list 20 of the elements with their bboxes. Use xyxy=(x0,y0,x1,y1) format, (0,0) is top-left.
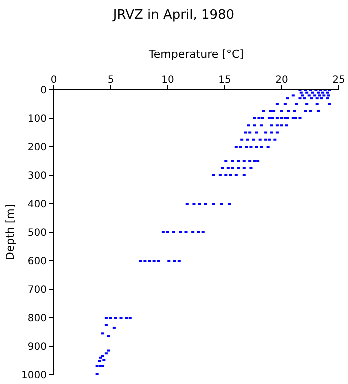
y-axis-title: Depth [m] xyxy=(4,204,17,261)
y-tick-label: 700 xyxy=(28,285,47,296)
y-tick-label: 800 xyxy=(28,314,47,325)
x-axis-title: Temperature [°C] xyxy=(148,48,244,61)
x-tick-label: 20 xyxy=(276,75,288,86)
y-tick-label: 300 xyxy=(28,171,47,182)
y-tick-label: 0 xyxy=(40,86,47,97)
x-tick-label: 0 xyxy=(50,75,58,86)
y-tick-label: 900 xyxy=(28,342,47,354)
y-tick-label: 1000 xyxy=(22,370,47,382)
y-tick-label: 600 xyxy=(28,256,47,268)
x-tick-label: 15 xyxy=(218,75,232,86)
y-tick-label: 500 xyxy=(28,228,47,240)
chart-title: JRVZ in April, 1980 xyxy=(112,8,236,23)
x-tick-label: 10 xyxy=(162,75,174,86)
y-tick-label: 100 xyxy=(28,114,47,126)
y-tick-label: 400 xyxy=(28,200,47,211)
x-tick-label: 25 xyxy=(332,75,346,86)
x-tick-label: 5 xyxy=(108,75,114,86)
y-tick-label: 200 xyxy=(28,142,47,154)
